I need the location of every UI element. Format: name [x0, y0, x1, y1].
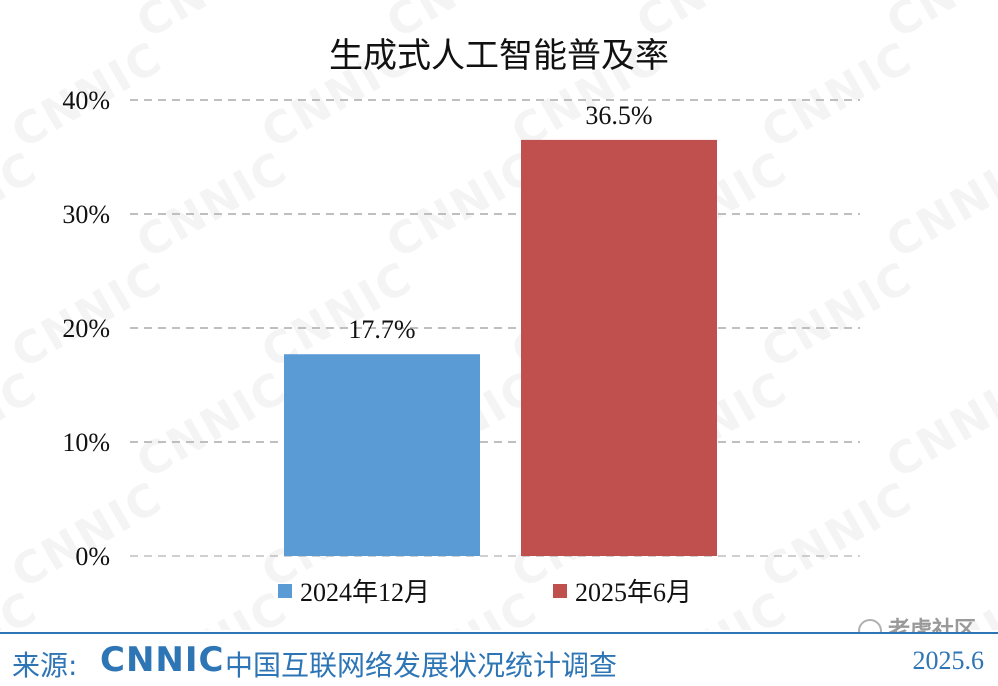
- footer-divider: [0, 632, 998, 634]
- footer: 来源: CNNIC 中国互联网络发展状况统计调查 2025.6: [0, 634, 998, 686]
- y-tick-label: 10%: [62, 428, 110, 457]
- y-tick-label: 30%: [62, 200, 110, 229]
- bar: [521, 139, 717, 556]
- chart-title: 生成式人工智能普及率: [329, 36, 669, 76]
- cnnic-logo: CNNIC: [100, 640, 225, 680]
- legend-swatch: [553, 584, 567, 598]
- bar-chart: 0% 10% 20% 30% 40% 17.7% 36.5% 2024年12月 2025年6月: [62, 86, 860, 607]
- data-label: 36.5%: [585, 101, 652, 130]
- data-label: 17.7%: [348, 315, 415, 344]
- legend-label: 2025年6月: [575, 578, 692, 607]
- y-tick-label: 40%: [62, 86, 110, 115]
- legend-swatch: [278, 584, 292, 598]
- y-tick-label: 20%: [62, 314, 110, 343]
- report-date: 2025.6: [912, 646, 985, 675]
- survey-name: 中国互联网络发展状况统计调查: [225, 649, 618, 682]
- legend-label: 2024年12月: [300, 578, 430, 607]
- y-tick-label: 0%: [75, 542, 110, 571]
- source-label: 来源:: [12, 649, 78, 682]
- bar: [284, 354, 480, 556]
